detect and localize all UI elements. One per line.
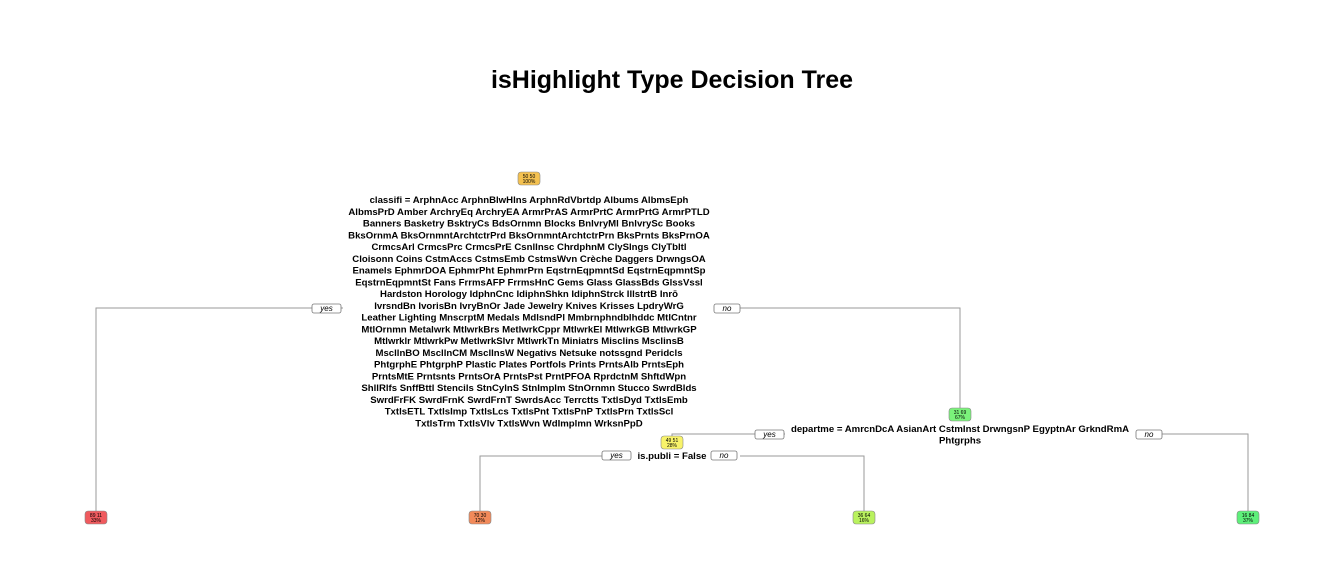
split-line: PhtgrphE PhtgrphP Plastic Plates Portfol… bbox=[374, 360, 684, 371]
edge-root-to-n2 bbox=[714, 307, 961, 409]
split-line: SwrdFrFK SwrdFrnK SwrdFrnT SwrdsAcc Terr… bbox=[370, 395, 688, 406]
split-line: AlbmsPrD Amber ArchryEq ArchryEA ArmrPrA… bbox=[348, 207, 709, 218]
split-line: Leather Lighting MnscrptM Medals MdlsndP… bbox=[361, 313, 696, 324]
split-line: departme = AmrcnDcA AsianArt CstmInst Dr… bbox=[791, 424, 1129, 435]
leaf-node-2-counts: 70 30 bbox=[474, 513, 487, 519]
node-n3-counts: 49 51 bbox=[666, 438, 679, 444]
edge-root-to-leaf1 bbox=[95, 307, 343, 512]
no-label-root: no bbox=[713, 303, 741, 314]
split-line: EqstrnEqpmntSt Fans FrrmsAFP FrrmsHnC Ge… bbox=[355, 277, 702, 288]
node-root-pct: 100% bbox=[523, 179, 536, 185]
yes-label-n2: yes bbox=[754, 429, 785, 440]
node-n3-pct: 28% bbox=[667, 443, 678, 449]
svg-text:yes: yes bbox=[762, 430, 775, 439]
split-line: ShllRlfs SnffBttl Stencils StnCylnS StnI… bbox=[361, 383, 696, 394]
svg-text:no: no bbox=[723, 304, 732, 313]
split-line: Hardston Horology IdphnCnc IdiphnShkn Id… bbox=[380, 289, 678, 300]
leaf-node-1-counts: 89 11 bbox=[90, 513, 102, 519]
yes-label-root: yes bbox=[311, 303, 342, 314]
node-root-counts: 50 50 bbox=[523, 174, 536, 180]
leaf-node-1-pct: 33% bbox=[91, 518, 102, 524]
split-line: BksOrnmA BksOrnmntArchtctrPrd BksOrnmntA… bbox=[348, 230, 710, 241]
node-n2-pct: 67% bbox=[955, 415, 966, 421]
leaf-node-4-pct: 37% bbox=[1243, 518, 1254, 524]
svg-text:yes: yes bbox=[609, 451, 622, 460]
edge-labels: yes no yes no yes no bbox=[311, 303, 1163, 461]
split-line: IvrsndBn IvorisBn IvryBnOr Jade Jewelry … bbox=[374, 301, 684, 312]
edge-n3-to-leaf3 bbox=[740, 455, 865, 512]
leaf-node-1: 89 11 33% bbox=[84, 510, 108, 525]
split-line: TxtlsTrm TxtlsVlv TxtlsWvn WdImplmn Wrks… bbox=[415, 418, 643, 429]
svg-text:yes: yes bbox=[319, 304, 332, 313]
node-n2-box bbox=[948, 407, 972, 422]
split-line: is.publi = False bbox=[637, 451, 706, 462]
split-line: Enamels EphmrDOA EphmrPht EphmrPrn Eqstr… bbox=[352, 266, 705, 277]
split-line: Mtlwrklr MtlwrkPw MetlwrkSlvr MtlwrkTn M… bbox=[374, 336, 684, 347]
leaf-node-2: 70 30 12% bbox=[468, 510, 492, 525]
node-n3: 49 51 28% bbox=[660, 435, 684, 450]
split-text-root: classifi = ArphnAcc ArphnBlwHlns ArphnRd… bbox=[348, 195, 710, 429]
svg-text:no: no bbox=[1145, 430, 1154, 439]
leaf-node-3-pct: 16% bbox=[859, 518, 870, 524]
node-root-box bbox=[517, 171, 541, 186]
split-line: MscllnBO MscllnCM MscllnsW Negativs Nets… bbox=[375, 348, 682, 359]
leaf-node-1-box bbox=[84, 510, 108, 525]
node-n3-box bbox=[660, 435, 684, 450]
diagram-title: isHighlight Type Decision Tree bbox=[491, 66, 853, 94]
split-line: Banners Basketry BsktryCs BdsOrnmn Block… bbox=[363, 219, 695, 230]
split-line: CrmcsArl CrmcsPrc CrmcsPrE CsnlInsc Chrd… bbox=[371, 242, 686, 253]
yes-label-n3: yes bbox=[601, 450, 632, 461]
svg-text:no: no bbox=[720, 451, 729, 460]
node-n2: 31 69 67% bbox=[948, 407, 972, 422]
edge-n3-to-leaf2 bbox=[479, 455, 603, 512]
no-label-n2: no bbox=[1135, 429, 1163, 440]
leaf-node-4-counts: 16 84 bbox=[1242, 513, 1255, 519]
split-line: Cloisonn Coins CstmAccs CstmsEmb CstmsWv… bbox=[352, 254, 706, 265]
leaf-node-3: 36 64 16% bbox=[852, 510, 876, 525]
split-line: Phtgrphs bbox=[939, 436, 981, 447]
split-line: MtlOrnmn Metalwrk MtlwrkBrs MetlwrkCppr … bbox=[361, 324, 697, 335]
leaf-node-2-box bbox=[468, 510, 492, 525]
no-label-n3: no bbox=[710, 450, 738, 461]
split-line: classifi = ArphnAcc ArphnBlwHlns ArphnRd… bbox=[370, 195, 689, 206]
split-text-n3: is.publi = False bbox=[637, 451, 706, 462]
edge-n2-to-leaf4 bbox=[1136, 433, 1249, 512]
leaf-node-3-box bbox=[852, 510, 876, 525]
split-line: PrntsMtE Prntsnts PrntsOrA PrntsPst Prnt… bbox=[372, 371, 686, 382]
leaf-node-4: 16 84 37% bbox=[1236, 510, 1260, 525]
leaf-node-2-pct: 12% bbox=[475, 518, 486, 524]
split-text-n2: departme = AmrcnDcA AsianArt CstmInst Dr… bbox=[791, 424, 1129, 447]
tree-edges bbox=[95, 307, 1249, 512]
leaf-node-3-counts: 36 64 bbox=[858, 513, 871, 519]
leaf-node-4-box bbox=[1236, 510, 1260, 525]
node-n2-counts: 31 69 bbox=[954, 410, 967, 416]
node-root: 50 50 100% bbox=[517, 171, 541, 186]
split-line: TxtlsETL TxtlsImp TxtlsLcs TxtlsPnt Txtl… bbox=[385, 407, 674, 418]
